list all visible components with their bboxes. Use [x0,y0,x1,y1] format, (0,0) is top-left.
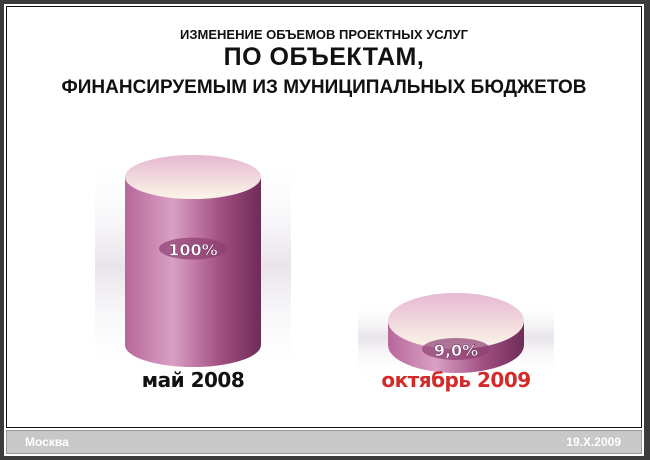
cylinder-body [125,177,261,367]
title-line-2: ПО ОБЪЕКТАМ, [223,43,425,71]
data-label: 9,0% [434,341,478,360]
data-label-badge [159,237,227,260]
data-label-badge [422,338,490,360]
cylinder-top [388,293,524,349]
footer-date: 19.X.2009 [566,435,621,449]
footer-bar: Москва 19.X.2009 [6,430,642,454]
title-line-3: ФИНАНСИРУЕМЫМ ИЗ МУНИЦИПАЛЬНЫХ БЮДЖЕТОВ [61,77,587,98]
slide-frame: ИЗМЕНЕНИЕ ОБЪЕМОВ ПРОЕКТНЫХ УСЛУГ ПО ОБЪ… [4,4,644,456]
footer-city: Москва [25,435,69,449]
data-label: 100% [168,241,217,260]
category-label: октябрь 2009 [381,368,530,392]
title-line-1: ИЗМЕНЕНИЕ ОБЪЕМОВ ПРОЕКТНЫХ УСЛУГ [180,27,468,42]
cylinder-top [125,155,261,199]
category-label: май 2008 [142,368,244,392]
